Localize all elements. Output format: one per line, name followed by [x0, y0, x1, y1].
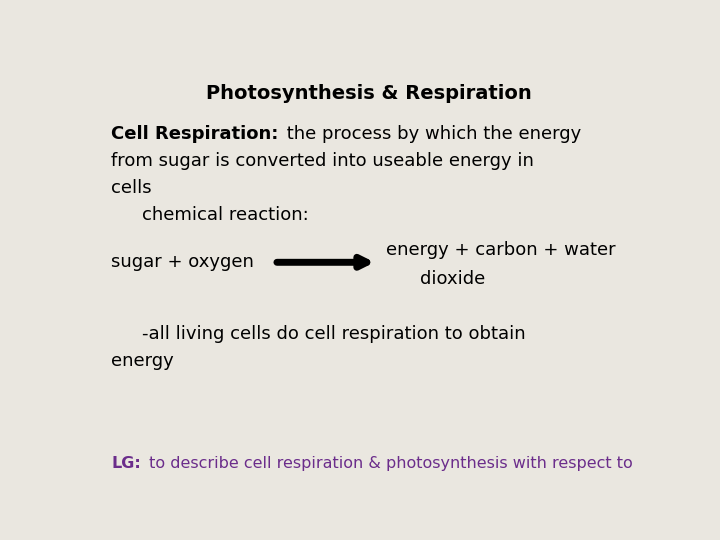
Text: -all living cells do cell respiration to obtain: -all living cells do cell respiration to… [142, 325, 526, 343]
Text: to describe cell respiration & photosynthesis with respect to: to describe cell respiration & photosynt… [144, 456, 632, 471]
Text: LG:: LG: [111, 456, 141, 471]
Text: cells: cells [111, 179, 152, 197]
Text: energy + carbon + water: energy + carbon + water [386, 241, 616, 259]
Text: energy: energy [111, 352, 174, 370]
Text: Photosynthesis & Respiration: Photosynthesis & Respiration [206, 84, 532, 103]
Text: sugar + oxygen: sugar + oxygen [111, 253, 254, 271]
Text: chemical reaction:: chemical reaction: [142, 206, 309, 224]
Text: the process by which the energy: the process by which the energy [282, 125, 582, 143]
Text: dioxide: dioxide [420, 270, 485, 288]
Text: Cell Respiration:: Cell Respiration: [111, 125, 279, 143]
Text: from sugar is converted into useable energy in: from sugar is converted into useable ene… [111, 152, 534, 170]
